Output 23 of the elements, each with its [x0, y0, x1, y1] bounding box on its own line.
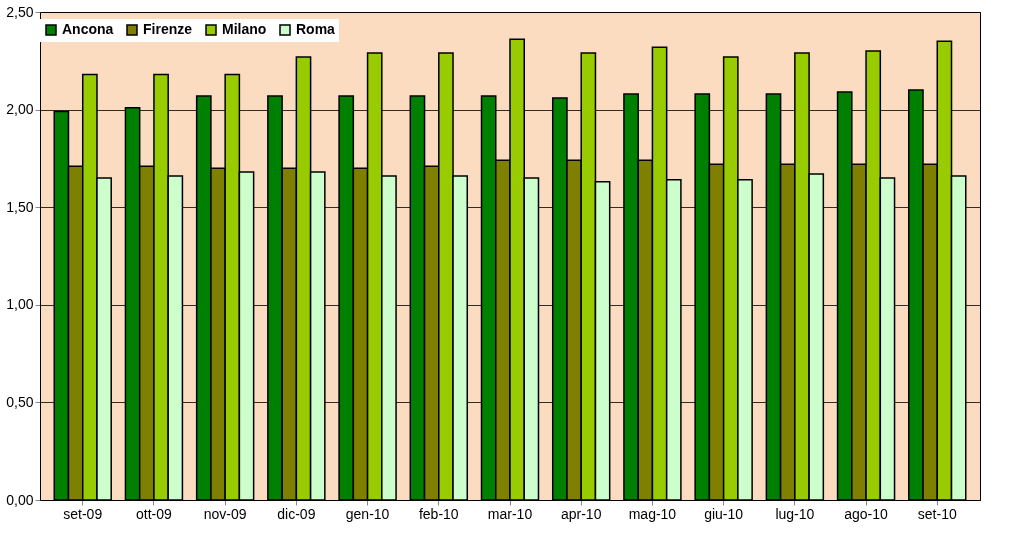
x-tick-label: feb-10 — [418, 505, 459, 522]
x-tick-label: dic-09 — [277, 505, 316, 522]
x-tick-label: lug-10 — [775, 505, 815, 522]
x-tick-label: set-09 — [63, 505, 103, 522]
x-tick-label: giu-10 — [704, 505, 744, 522]
y-tick-label: 0,50 — [6, 393, 34, 410]
x-tick-label: apr-10 — [560, 505, 602, 522]
x-tick-label: ott-09 — [136, 505, 173, 522]
x-tick-label: mar-10 — [487, 505, 533, 522]
y-tick-label: 2,50 — [6, 3, 34, 20]
x-tick-label: mag-10 — [628, 505, 677, 522]
x-tick-label: nov-09 — [203, 505, 247, 522]
legend-label: Firenze — [143, 21, 193, 37]
y-tick-label: 2,00 — [6, 101, 34, 118]
y-tick-label: 0,00 — [6, 491, 34, 508]
y-tick-label: 1,50 — [6, 198, 34, 215]
x-tick-label: ago-10 — [844, 505, 889, 522]
x-tick-label: set-10 — [917, 505, 957, 522]
y-tick-label: 1,00 — [6, 296, 34, 313]
legend-label: Milano — [222, 21, 267, 37]
legend-label: Ancona — [62, 21, 114, 37]
x-tick-label: gen-10 — [345, 505, 390, 522]
legend-label: Roma — [296, 21, 336, 37]
